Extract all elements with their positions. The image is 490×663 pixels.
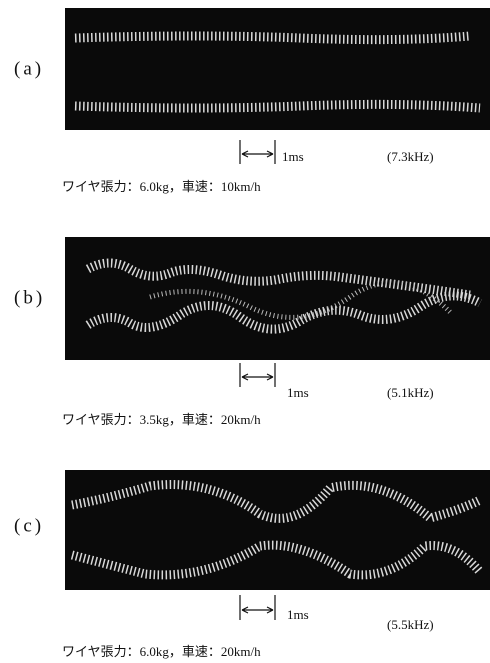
panel: (c) 1ms (5.5kHz) ワイヤ張力：6.0kg，車速：20km/h xyxy=(14,470,490,659)
caption: ワイヤ張力：6.0kg，車速：10km/h xyxy=(62,179,261,194)
panel-label: (b) xyxy=(14,287,45,308)
scale-label: 1ms xyxy=(287,607,309,622)
scope-screen xyxy=(65,470,490,590)
frequency: (5.5kHz) xyxy=(387,617,434,632)
scale-label: 1ms xyxy=(282,149,304,164)
caption: ワイヤ張力：3.5kg，車速：20km/h xyxy=(62,412,261,427)
panel-label: (a) xyxy=(14,58,44,79)
frequency: (7.3kHz) xyxy=(387,149,434,164)
panel: (b) 1ms (5.1kHz) ワイヤ張力：3.5kg，車速：20km/h xyxy=(14,237,490,427)
scope-screen xyxy=(65,237,490,360)
scale-label: 1ms xyxy=(287,385,309,400)
scale-marker xyxy=(240,363,275,387)
caption: ワイヤ張力：6.0kg，車速：20km/h xyxy=(62,644,261,659)
panel: (a) 1ms (7.3kHz) ワイヤ張力：6.0kg，車速：10km/h xyxy=(14,8,490,194)
scale-marker xyxy=(240,140,275,164)
frequency: (5.1kHz) xyxy=(387,385,434,400)
scope-screen xyxy=(65,8,490,130)
figure: (a) 1ms (7.3kHz) ワイヤ張力：6.0kg，車速：10km/h (… xyxy=(0,0,490,663)
panel-label: (c) xyxy=(14,515,44,536)
scale-marker xyxy=(240,595,275,620)
